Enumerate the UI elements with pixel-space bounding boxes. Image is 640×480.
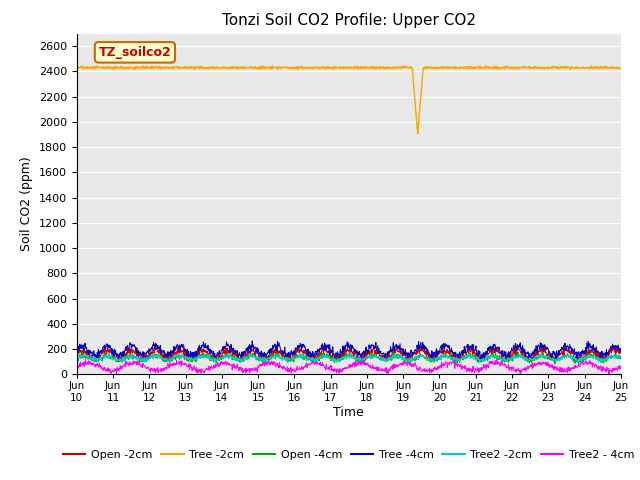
Y-axis label: Soil CO2 (ppm): Soil CO2 (ppm) (20, 156, 33, 252)
Open -4cm (553, 357, 561, 363)
Open -2cm (181, 351, 189, 357)
Line: Open -4cm: Open -4cm (77, 350, 621, 364)
Tree -4cm (255, 351, 263, 357)
Open -4cm (575, 361, 582, 367)
Tree -2cm (73, 64, 81, 70)
Line: Tree -2cm: Tree -2cm (77, 66, 621, 133)
Tree -4cm (553, 352, 561, 358)
Tree2 -2cm (434, 358, 442, 364)
Tree2 -2cm (443, 350, 451, 356)
Tree -2cm (255, 65, 263, 71)
Tree -2cm (617, 65, 625, 71)
Tree2 -2cm (505, 357, 513, 363)
Open -2cm (553, 352, 561, 358)
Tree2 - 4cm (255, 361, 263, 367)
Open -2cm (255, 352, 263, 358)
Tree -4cm (73, 348, 81, 353)
Open -4cm (505, 360, 513, 365)
Line: Tree2 -2cm: Tree2 -2cm (77, 353, 621, 362)
Tree -2cm (505, 64, 513, 70)
Tree -2cm (414, 131, 422, 136)
Tree2 - 4cm (182, 361, 189, 367)
Tree2 - 4cm (434, 365, 442, 371)
Tree2 - 4cm (82, 357, 90, 362)
Tree2 - 4cm (195, 367, 202, 373)
Tree -4cm (180, 347, 188, 353)
Open -2cm (505, 354, 513, 360)
Open -4cm (79, 348, 86, 353)
Open -2cm (195, 350, 202, 356)
Legend: Open -2cm, Tree -2cm, Open -4cm, Tree -4cm, Tree2 -2cm, Tree2 - 4cm: Open -2cm, Tree -2cm, Open -4cm, Tree -4… (59, 445, 639, 464)
Tree -2cm (181, 65, 189, 71)
Tree2 - 4cm (553, 366, 561, 372)
Open -2cm (236, 359, 244, 365)
Tree2 -2cm (617, 357, 625, 362)
Tree -2cm (434, 66, 442, 72)
Open -2cm (434, 351, 442, 357)
Open -2cm (73, 350, 81, 356)
X-axis label: Time: Time (333, 406, 364, 419)
Open -2cm (152, 340, 159, 346)
Open -4cm (617, 356, 625, 361)
Open -4cm (73, 358, 81, 364)
Tree2 - 4cm (107, 372, 115, 377)
Tree -4cm (194, 346, 202, 352)
Tree -4cm (434, 350, 442, 356)
Tree2 -2cm (194, 353, 202, 359)
Tree -4cm (552, 357, 559, 362)
Open -4cm (255, 358, 263, 364)
Line: Tree2 - 4cm: Tree2 - 4cm (77, 360, 621, 374)
Tree -4cm (505, 349, 513, 355)
Tree -4cm (248, 338, 256, 344)
Tree -2cm (195, 64, 202, 70)
Tree -2cm (553, 65, 561, 71)
Tree -2cm (139, 63, 147, 69)
Tree2 -2cm (73, 355, 81, 361)
Line: Tree -4cm: Tree -4cm (77, 341, 621, 360)
Title: Tonzi Soil CO2 Profile: Upper CO2: Tonzi Soil CO2 Profile: Upper CO2 (222, 13, 476, 28)
Tree2 -2cm (180, 355, 188, 361)
Open -4cm (195, 354, 202, 360)
Open -4cm (181, 355, 189, 361)
Tree2 -2cm (237, 360, 244, 365)
Tree -4cm (617, 346, 625, 352)
Tree2 - 4cm (73, 364, 81, 370)
Tree2 -2cm (255, 354, 263, 360)
Tree2 -2cm (553, 358, 561, 364)
Text: TZ_soilco2: TZ_soilco2 (99, 46, 172, 59)
Line: Open -2cm: Open -2cm (77, 343, 621, 362)
Tree2 - 4cm (617, 365, 625, 371)
Tree2 - 4cm (505, 366, 513, 372)
Open -2cm (617, 350, 625, 356)
Open -4cm (434, 358, 442, 363)
